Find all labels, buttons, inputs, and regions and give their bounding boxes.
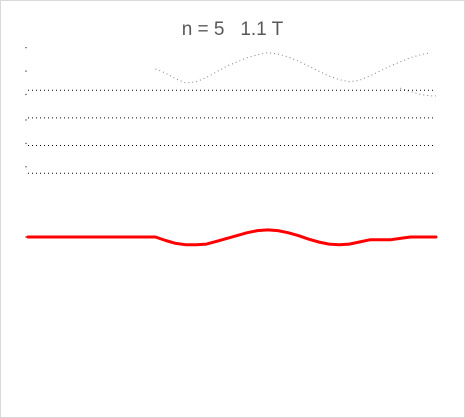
chart-title: n = 5 1.1 T: [181, 19, 284, 40]
y-tick-dot: [25, 236, 27, 238]
y-tick-dot: [25, 142, 27, 145]
y-tick-marks: [25, 46, 27, 238]
y-tick-dot: [25, 93, 27, 96]
y-tick-dot: [25, 46, 27, 49]
series-layer: [26, 52, 438, 247]
series-line-2: [400, 87, 436, 97]
y-tick-dot: [25, 70, 27, 72]
series-line-7: [26, 228, 438, 247]
series-line-1: [155, 52, 432, 84]
y-tick-dot: [25, 166, 27, 168]
y-tick-dot: [25, 119, 27, 121]
